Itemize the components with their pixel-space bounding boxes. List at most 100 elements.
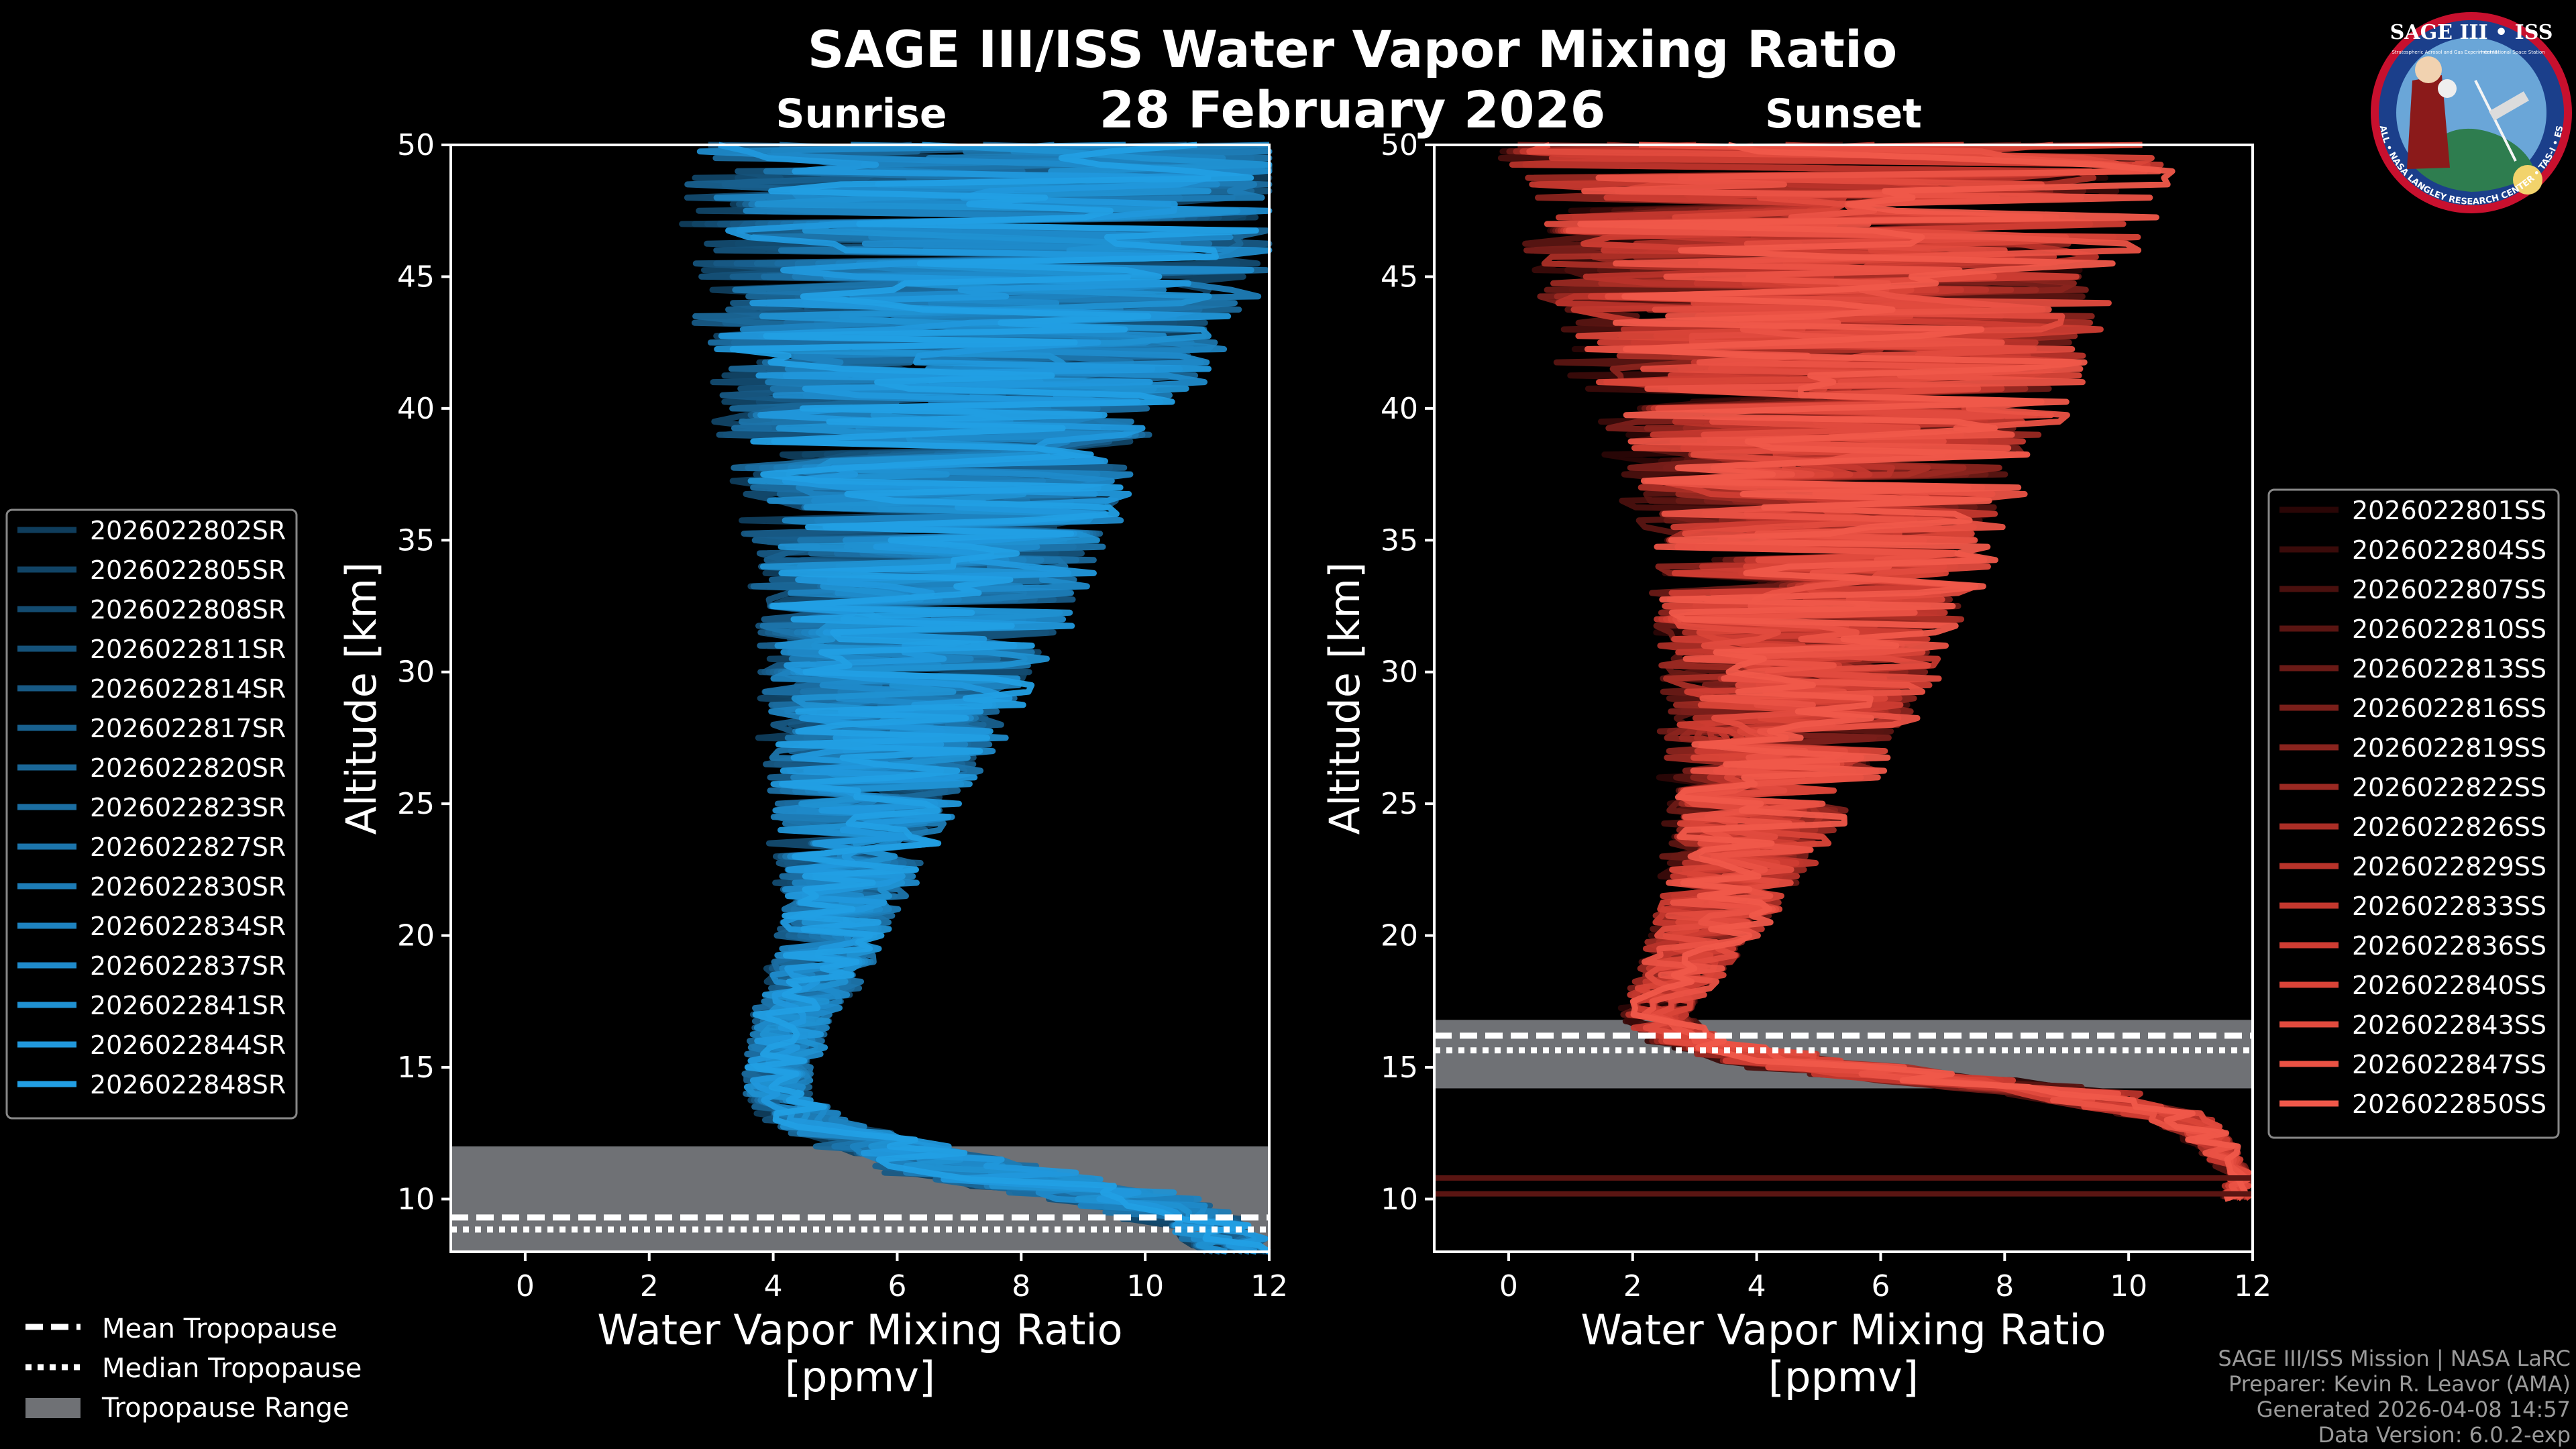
sunrise-y-tick-label: 50	[397, 128, 435, 162]
sunset-y-tick-label: 40	[1381, 392, 1418, 426]
sunset-legend-label-2026022819SS: 2026022819SS	[2352, 733, 2546, 763]
sunset-legend-frame	[2267, 488, 2560, 1139]
sunrise-y-tick-label: 45	[397, 260, 435, 294]
sunset-legend-label-2026022843SS: 2026022843SS	[2352, 1010, 2546, 1040]
sunrise-x-tick-label: 2	[640, 1269, 659, 1303]
sunrise-x-label: Water Vapor Mixing Ratio	[597, 1305, 1122, 1354]
sunrise-axes-frame	[449, 144, 1271, 1253]
sunset-legend-label-2026022801SS: 2026022801SS	[2352, 496, 2546, 525]
tropopause-range-swatch	[25, 1398, 80, 1418]
sunrise-legend-frame	[5, 508, 298, 1120]
figure-head-icon	[2415, 56, 2442, 83]
footer-generated: Generated 2026-04-08 14:57	[2257, 1397, 2571, 1422]
sunset-x-tick-label: 4	[1748, 1269, 1766, 1303]
sunset-legend-label-2026022829SS: 2026022829SS	[2352, 852, 2546, 881]
sunrise-legend-label-2026022817SR: 2026022817SR	[90, 714, 286, 743]
sunrise-legend-label-2026022814SR: 2026022814SR	[90, 674, 286, 704]
sunset-y-tick-label: 35	[1381, 523, 1418, 557]
sunrise-legend-label-2026022823SR: 2026022823SR	[90, 793, 286, 822]
sunrise-profiles	[679, 142, 1273, 1255]
sunset-legend-label-2026022804SS: 2026022804SS	[2352, 535, 2546, 565]
sunset-x-tick-label: 12	[2234, 1269, 2271, 1303]
sunset-y-label: Altitude [km]	[1320, 562, 1369, 835]
sunrise-legend-label-2026022837SR: 2026022837SR	[90, 951, 286, 981]
logo-subtitle-left: Stratospheric Aerosol and Gas Experiment…	[2392, 50, 2497, 55]
median-tropopause-label: Median Tropopause	[102, 1353, 362, 1384]
figure-icon	[2407, 75, 2450, 169]
sunrise-x-tick-label: 0	[516, 1269, 535, 1303]
sunset-x-tick-label: 10	[2110, 1269, 2147, 1303]
footer-credits: SAGE III/ISS Mission | NASA LaRC Prepare…	[2218, 1346, 2571, 1448]
sunset-panel-label: Sunset	[1765, 91, 1922, 138]
sunset-legend: 2026022801SS 2026022804SS 2026022807SS 2026…	[2267, 488, 2560, 1139]
sunset-legend-label-2026022826SS: 2026022826SS	[2352, 812, 2546, 842]
sunrise-y-tick-label: 20	[397, 919, 435, 953]
sunset-x-tick-label: 0	[1499, 1269, 1518, 1303]
sunrise-x-tick-label: 6	[888, 1269, 906, 1303]
light-beam-icon	[2474, 80, 2517, 162]
sunset-y-tick-label: 50	[1381, 128, 1418, 162]
sunset-x-tick-label: 8	[1995, 1269, 2014, 1303]
sunset-ticks: 0 2 4 6 8 10 12 10 15 20 25 30 35 40 45 50	[1381, 128, 2271, 1303]
sunset-plot: 0 2 4 6 8 10 12 10 15 20 25 30 35 40 45 50 Water Vapor …	[1320, 128, 2271, 1401]
sunrise-y-tick-label: 15	[397, 1051, 435, 1085]
sunrise-legend-label-2026022811SR: 2026022811SR	[90, 635, 286, 664]
sunrise-y-tick-label: 30	[397, 655, 435, 690]
sunrise-y-tick-label: 35	[397, 523, 435, 557]
iss-icon	[2489, 91, 2529, 121]
sunrise-legend-label-2026022808SR: 2026022808SR	[90, 595, 286, 625]
sunset-x-units: [ppmv]	[1768, 1352, 1919, 1401]
sunset-legend-label-2026022822SS: 2026022822SS	[2352, 773, 2546, 802]
footer-preparer: Preparer: Kevin R. Leavor (AMA)	[2229, 1371, 2571, 1397]
sunset-legend-label-2026022850SS: 2026022850SS	[2352, 1089, 2546, 1119]
sunrise-legend-label-2026022844SR: 2026022844SR	[90, 1030, 286, 1060]
sunrise-y-label: Altitude [km]	[337, 562, 386, 835]
sunrise-y-tick-label: 25	[397, 787, 435, 821]
tropopause-range-label: Tropopause Range	[101, 1393, 350, 1424]
sunrise-legend-label-2026022830SR: 2026022830SR	[90, 872, 286, 902]
sunrise-y-tick-label: 40	[397, 392, 435, 426]
sunset-profile-2026022850SS	[1577, 142, 2249, 1202]
footer-data-version: Data Version: 6.0.2-exp	[2318, 1422, 2571, 1448]
sunrise-legend-label-2026022834SR: 2026022834SR	[90, 912, 286, 941]
sunrise-x-units: [ppmv]	[785, 1352, 935, 1401]
sunset-legend-label-2026022807SS: 2026022807SS	[2352, 575, 2546, 604]
moon-icon	[2438, 79, 2457, 98]
figure-title: SAGE III/ISS Water Vapor Mixing Ratio	[808, 19, 1898, 79]
sunset-legend-label-2026022833SS: 2026022833SS	[2352, 892, 2546, 921]
sunset-y-tick-label: 25	[1381, 787, 1418, 821]
sunset-tropopause-lines	[1434, 1032, 2253, 1054]
sunrise-legend: 2026022802SR 2026022805SR 2026022808SR 2026…	[5, 508, 298, 1120]
figure-date: 28 February 2026	[1099, 80, 1606, 140]
sunset-axes-frame	[1433, 144, 2254, 1253]
sunset-legend-label-2026022847SS: 2026022847SS	[2352, 1050, 2546, 1079]
sunset-x-tick-label: 6	[1871, 1269, 1890, 1303]
sunrise-plot: 0 2 4 6 8 10 12 10 15 20 25 30 35 40 45 50 Water Vapor …	[337, 128, 1288, 1401]
sunset-y-tick-label: 45	[1381, 260, 1418, 294]
logo-subtitle-right: International Space Station	[2481, 50, 2544, 55]
sunset-legend-label-2026022816SS: 2026022816SS	[2352, 694, 2546, 723]
logo-title: SAGE III • ISS	[2390, 21, 2553, 44]
sunset-legend-label-2026022836SS: 2026022836SS	[2352, 931, 2546, 961]
sunrise-tropopause-lines	[451, 1214, 1269, 1233]
sunrise-x-tick-label: 10	[1126, 1269, 1164, 1303]
sunrise-legend-label-2026022802SR: 2026022802SR	[90, 516, 286, 545]
sunset-y-tick-label: 20	[1381, 919, 1418, 953]
sunrise-x-tick-label: 4	[764, 1269, 783, 1303]
sunrise-legend-label-2026022841SR: 2026022841SR	[90, 991, 286, 1020]
sunset-legend-label-2026022840SS: 2026022840SS	[2352, 971, 2546, 1000]
sun-icon	[2513, 165, 2542, 195]
footer-mission: SAGE III/ISS Mission | NASA LaRC	[2218, 1346, 2571, 1371]
sunrise-ticks: 0 2 4 6 8 10 12 10 15 20 25 30 35 40 45 50	[397, 128, 1288, 1303]
sunrise-y-tick-label: 10	[397, 1182, 435, 1216]
sunset-legend-label-2026022810SS: 2026022810SS	[2352, 614, 2546, 644]
sunrise-panel-label: Sunrise	[775, 91, 947, 138]
sunset-y-tick-label: 10	[1381, 1182, 1418, 1216]
sunrise-legend-label-2026022827SR: 2026022827SR	[90, 833, 286, 862]
sunset-profiles	[1434, 142, 2253, 1202]
sunrise-legend-label-2026022805SR: 2026022805SR	[90, 555, 286, 585]
sunrise-legend-label-2026022820SR: 2026022820SR	[90, 753, 286, 783]
sunrise-x-tick-label: 12	[1250, 1269, 1288, 1303]
sunrise-x-tick-label: 8	[1012, 1269, 1030, 1303]
sunset-y-tick-label: 30	[1381, 655, 1418, 690]
